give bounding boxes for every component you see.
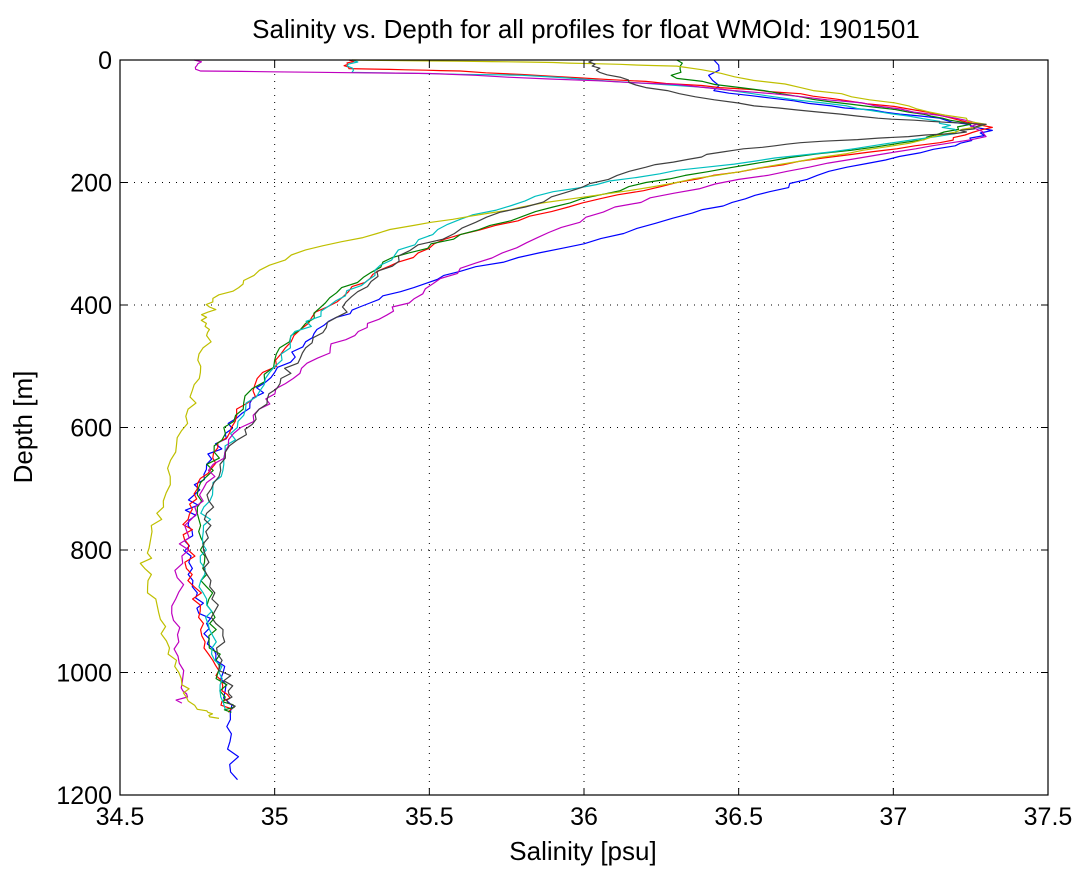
x-tick-label: 37 <box>879 803 907 831</box>
profile-line <box>182 59 993 713</box>
y-tick-label: 600 <box>70 415 112 443</box>
x-tick-label: 34.5 <box>96 803 145 831</box>
y-tick-label: 1200 <box>56 782 112 810</box>
plot-frame <box>119 59 1049 796</box>
y-tick-label: 200 <box>70 170 112 198</box>
y-tick-label: 1000 <box>56 660 112 688</box>
grid-lines <box>120 60 1048 795</box>
y-tick-label: 400 <box>70 292 112 320</box>
x-tick-label: 35.5 <box>405 803 454 831</box>
profile-line <box>139 59 987 719</box>
profile-line <box>202 59 987 710</box>
y-axis-title: Depth [m] <box>8 371 38 484</box>
y-tick-label: 800 <box>70 537 112 565</box>
profile-line <box>198 59 957 710</box>
x-tick-label: 37.5 <box>1024 803 1073 831</box>
profile-line <box>171 59 987 704</box>
x-tick-label: 36 <box>570 803 598 831</box>
profile-series <box>139 59 993 781</box>
y-tick-label: 0 <box>98 47 112 75</box>
x-tick-label: 35 <box>261 803 289 831</box>
x-tick-label: 36.5 <box>714 803 763 831</box>
axes: 34.5 35 35.5 36 36.5 37 37.5 0 200 400 600 800 1000 1… <box>56 47 1072 831</box>
x-axis-title: Salinity [psu] <box>509 836 656 866</box>
profile-line <box>196 59 972 713</box>
chart-title: Salinity vs. Depth for all profiles for … <box>252 14 920 44</box>
